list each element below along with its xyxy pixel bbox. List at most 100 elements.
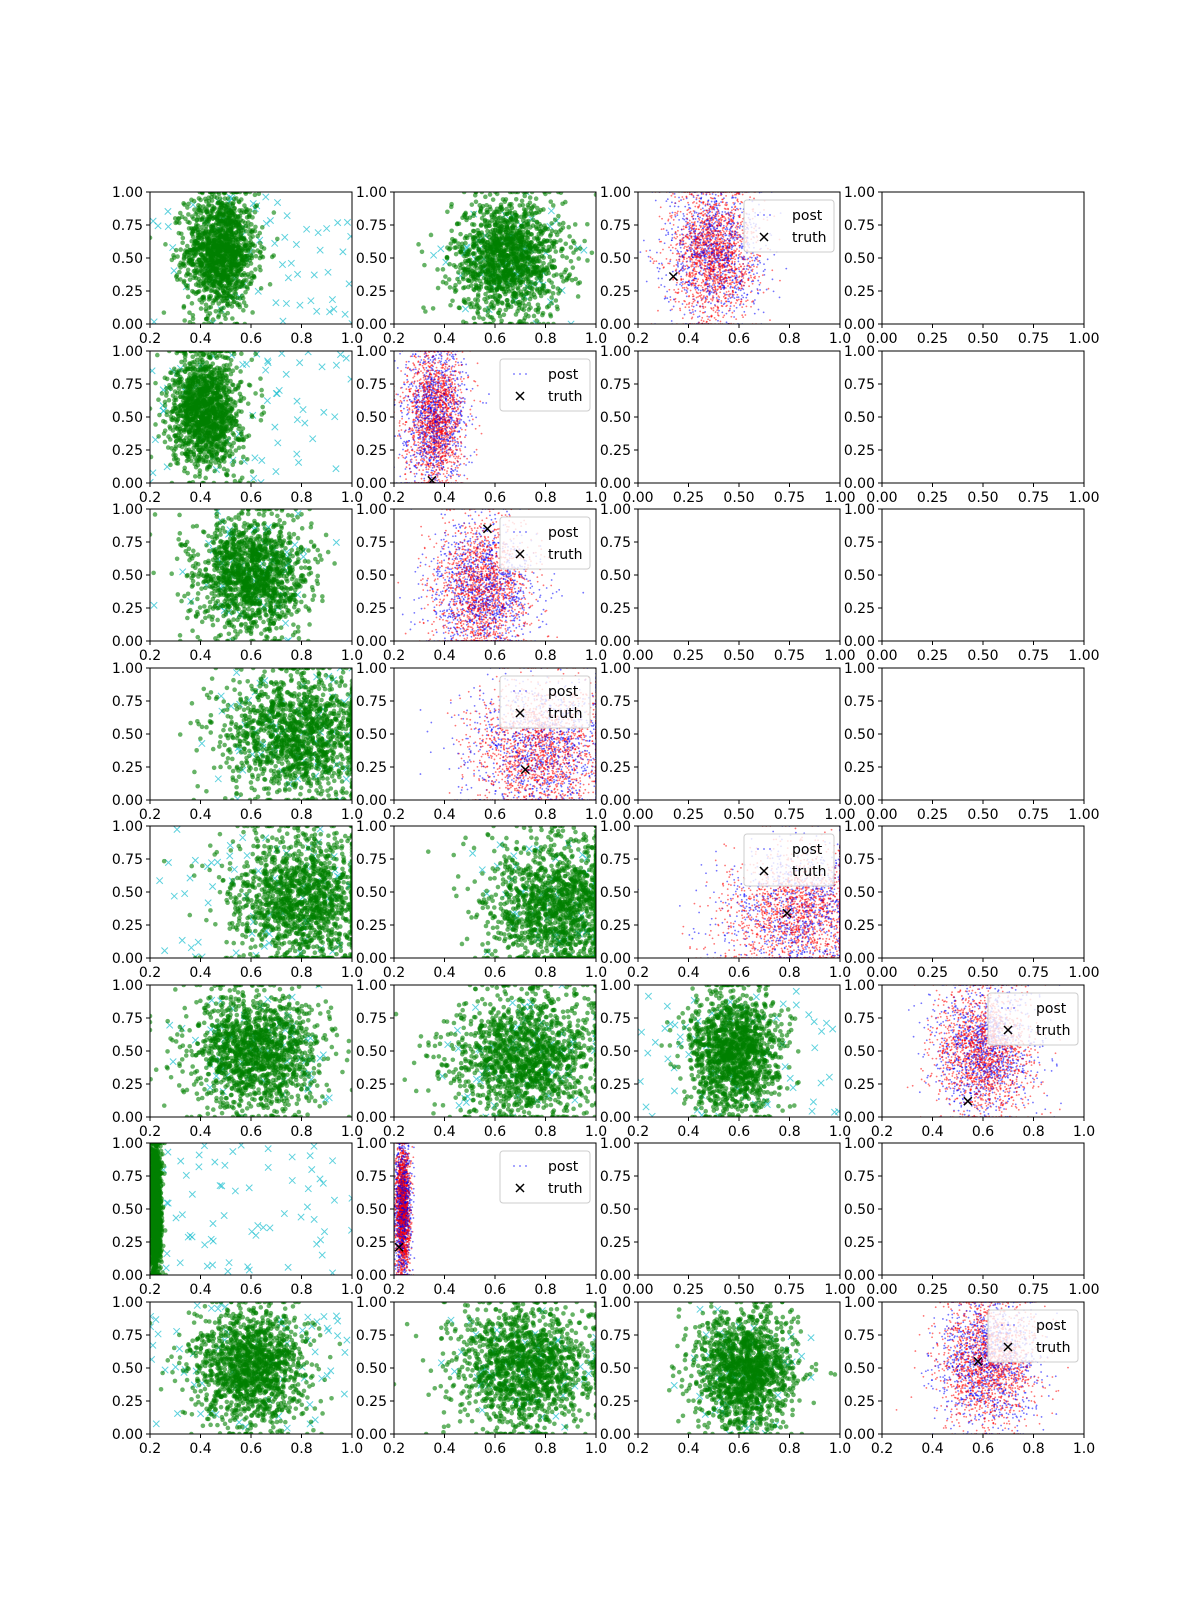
post-point-blue [723, 197, 725, 199]
green-sample-point [177, 270, 182, 275]
post-point-red [719, 291, 721, 293]
green-sample-point [571, 250, 576, 255]
green-sample-point [235, 280, 240, 285]
green-sample-point [569, 259, 574, 264]
green-sample-point [218, 293, 223, 298]
post-point-blue [757, 264, 759, 266]
post-point-red [709, 319, 711, 321]
green-sample-point [447, 262, 452, 267]
post-point-red [730, 271, 732, 273]
post-point-red [661, 218, 663, 220]
post-point-blue [736, 274, 738, 276]
green-sample-point [458, 263, 463, 268]
post-point-blue [727, 300, 729, 302]
post-point-red [745, 300, 747, 302]
green-sample-point [200, 256, 205, 261]
green-sample-point [226, 228, 231, 233]
green-sample-point [199, 306, 204, 311]
post-point-blue [722, 238, 724, 240]
post-point-blue [688, 256, 690, 258]
post-point-blue [689, 247, 691, 249]
green-sample-point [170, 258, 175, 263]
green-sample-point [189, 261, 194, 266]
green-sample-point [197, 196, 202, 201]
post-point-red [696, 202, 698, 204]
green-sample-point [227, 216, 232, 221]
post-point-blue [759, 262, 761, 264]
post-point-red [740, 252, 742, 254]
green-sample-point [225, 293, 230, 298]
post-point-red [716, 211, 718, 213]
post-point-red [658, 286, 660, 288]
post-point-red [713, 282, 715, 284]
green-sample-point [227, 283, 232, 288]
green-sample-point [212, 194, 217, 199]
post-point-blue [709, 238, 711, 240]
green-sample-point [490, 315, 495, 320]
green-sample-point [174, 248, 179, 253]
post-point-red [728, 214, 730, 216]
post-point-red [706, 295, 708, 297]
green-sample-point [476, 256, 481, 261]
green-sample-point [235, 296, 240, 301]
post-point-red [701, 220, 703, 222]
green-sample-point [498, 279, 503, 284]
green-sample-point [472, 277, 477, 282]
post-point-blue [733, 316, 735, 318]
green-sample-point [564, 278, 569, 283]
post-point-red [709, 279, 711, 281]
post-point-blue [753, 301, 755, 303]
post-point-blue [727, 271, 729, 273]
green-sample-point [175, 254, 180, 259]
post-point-blue [681, 229, 683, 231]
y-tick-label: 1.00 [112, 185, 143, 201]
green-sample-point [531, 256, 536, 261]
post-point-red [676, 243, 678, 245]
post-point-red [683, 287, 685, 289]
green-sample-point [479, 222, 484, 227]
post-point-red [710, 307, 712, 309]
post-point-red [694, 206, 696, 208]
post-point-blue [738, 270, 740, 272]
post-point-red [674, 214, 676, 216]
post-point-red [669, 263, 671, 265]
green-sample-point [539, 229, 544, 234]
green-sample-point [532, 292, 537, 297]
green-sample-point [204, 309, 209, 314]
post-point-blue [715, 260, 717, 262]
green-sample-point [489, 302, 494, 307]
green-sample-point [197, 298, 202, 303]
post-point-blue [693, 250, 695, 252]
green-sample-point [216, 260, 221, 265]
green-sample-point [552, 273, 557, 278]
post-point-blue [727, 298, 729, 300]
post-point-red [703, 273, 705, 275]
green-sample-point [475, 228, 480, 233]
post-point-red [671, 195, 673, 197]
green-sample-point [517, 319, 522, 324]
post-point-red [699, 204, 701, 206]
post-point-red [723, 258, 725, 260]
green-sample-point [472, 316, 477, 321]
post-point-red [702, 287, 704, 289]
green-sample-point [224, 201, 229, 206]
post-point-red [704, 253, 706, 255]
post-point-red [749, 256, 751, 258]
x-tick-label: 0.8 [534, 331, 556, 347]
post-point-red [692, 272, 694, 274]
green-sample-point [534, 196, 539, 201]
green-sample-point [457, 245, 462, 250]
post-point-red [734, 261, 736, 263]
post-point-red [718, 296, 720, 298]
post-point-red [660, 206, 662, 208]
post-point-red [651, 258, 653, 260]
post-point-blue [707, 262, 709, 264]
post-point-red [741, 274, 743, 276]
green-sample-point [520, 199, 525, 204]
post-point-red [723, 296, 725, 298]
green-sample-point [259, 286, 264, 291]
green-sample-point [183, 216, 188, 221]
post-point-red [753, 277, 755, 279]
post-point-red [669, 215, 671, 217]
green-sample-point [257, 231, 262, 236]
